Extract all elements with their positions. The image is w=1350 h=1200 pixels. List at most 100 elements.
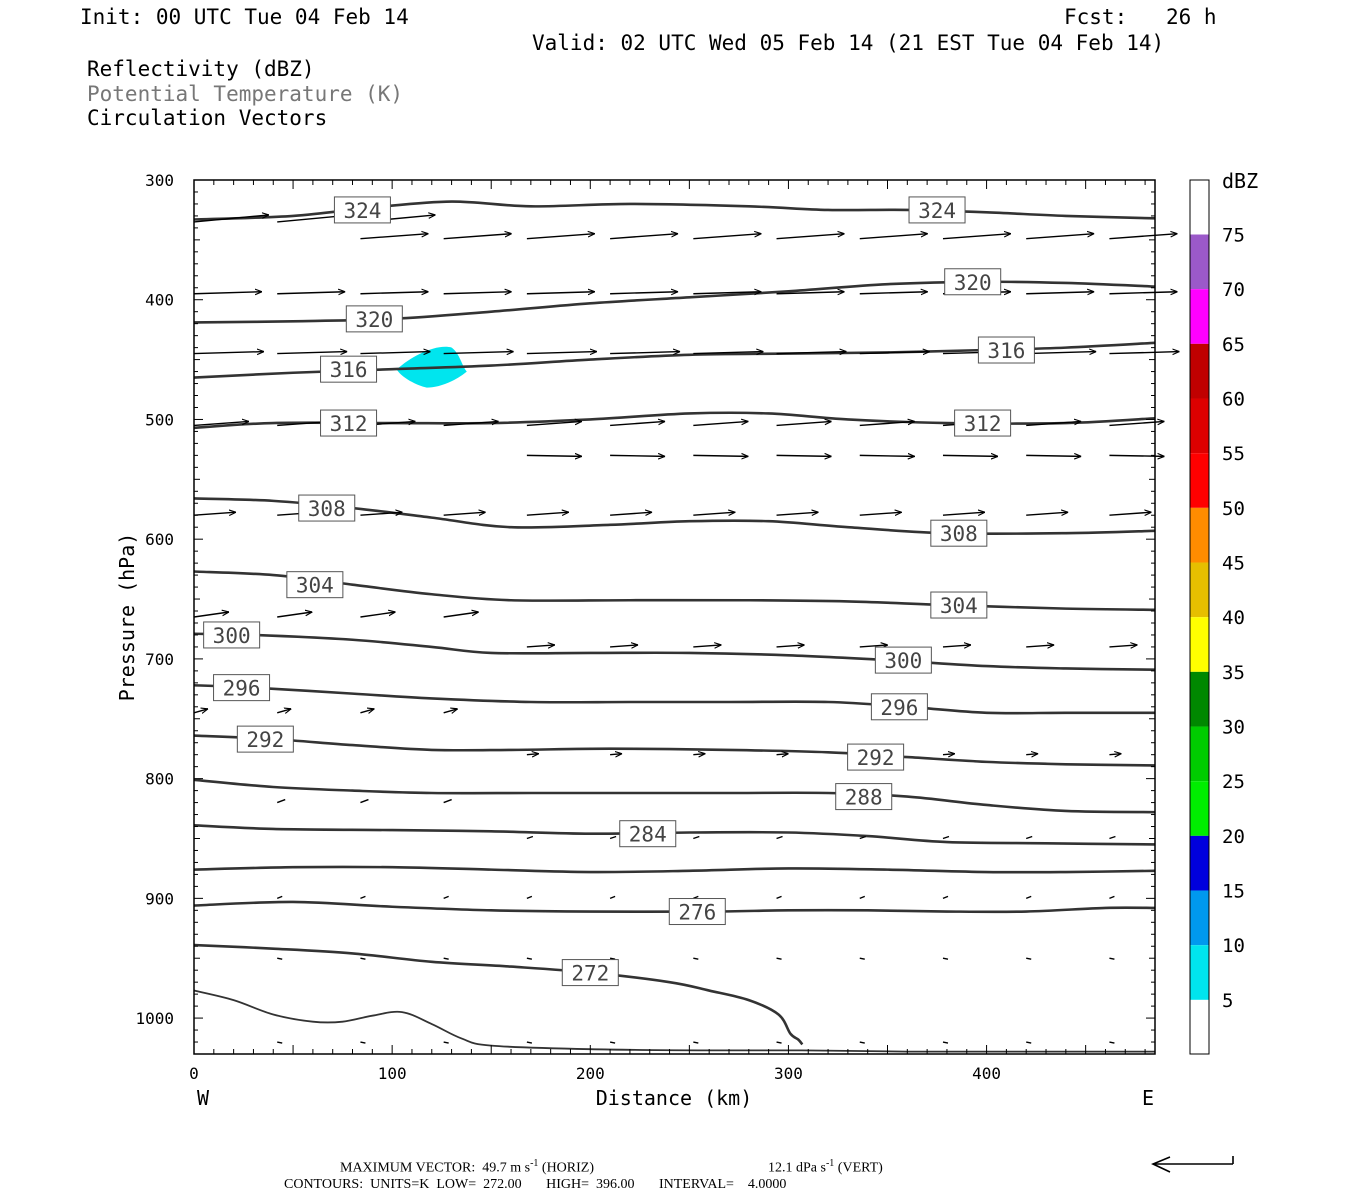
isentrope-292 — [193, 734, 1156, 767]
circulation-vector — [1109, 234, 1177, 240]
circulation-vector — [443, 234, 512, 240]
contour-label: 320 — [355, 308, 393, 332]
colorbar-tick-label: 15 — [1222, 881, 1245, 903]
circulation-vector — [360, 895, 366, 900]
contour-label: 320 — [954, 271, 992, 295]
contour-label-box — [944, 268, 1002, 296]
contour-label-box — [847, 743, 905, 771]
circulation-vector — [610, 455, 665, 456]
colorbar-box — [1190, 453, 1209, 508]
isentrope-296 — [193, 683, 1155, 715]
colorbar-box — [1190, 398, 1209, 454]
circulation-vector — [360, 798, 369, 804]
contour-label: 288 — [845, 786, 883, 810]
isentrope-300 — [193, 632, 1156, 671]
isentrope-272 — [193, 943, 804, 1046]
circulation-vector — [526, 421, 582, 427]
circulation-vector — [693, 421, 748, 427]
reference-vector-icon — [1151, 1156, 1234, 1173]
colorbar-tick-label: 75 — [1222, 225, 1245, 247]
circulation-vector — [526, 754, 539, 755]
colorbar-tick-label: 65 — [1222, 334, 1245, 356]
circulation-vector — [776, 645, 805, 647]
circulation-vector — [526, 957, 533, 960]
circulation-vector — [193, 292, 262, 294]
circulation-vector — [859, 352, 930, 354]
circulation-vector — [776, 957, 782, 960]
circulation-vector — [610, 645, 638, 647]
colorbar-tick-label: 20 — [1222, 826, 1245, 848]
circulation-vector — [609, 835, 617, 840]
colorbar-box — [1190, 507, 1209, 563]
colorbar-box — [1190, 835, 1209, 891]
circulation-vector — [776, 1041, 782, 1044]
contour-label: 308 — [940, 522, 978, 546]
circulation-vector — [942, 234, 1011, 240]
footer-max-vector-vert: 12.1 dPa s-1 (VERT) — [768, 1158, 883, 1176]
colorbar-frame — [1189, 179, 1210, 1055]
contour-label-box — [835, 783, 893, 811]
circulation-vector — [859, 957, 865, 960]
circulation-vector — [443, 957, 449, 960]
circulation-vector — [1026, 754, 1038, 755]
colorbar-box — [1190, 562, 1209, 618]
circulation-vector — [776, 292, 845, 294]
circulation-vector — [693, 1041, 699, 1044]
colorbar-tick-label: 70 — [1222, 279, 1245, 301]
circulation-vector — [276, 895, 283, 900]
isentrope-320 — [193, 280, 1156, 324]
circulation-vector — [443, 1041, 449, 1044]
circulation-vector — [360, 612, 395, 618]
circulation-vector — [526, 292, 595, 294]
contour-label-box — [930, 591, 988, 619]
colorbar-box — [1190, 289, 1209, 344]
circulation-vector — [443, 798, 452, 804]
x-tick-label: 200 — [576, 1064, 605, 1083]
circulation-vector — [859, 421, 915, 427]
circulation-vector — [1109, 957, 1115, 960]
circulation-vector — [193, 215, 269, 223]
circulation-vector — [942, 754, 955, 755]
circulation-vector — [1026, 1041, 1032, 1044]
circulation-vector — [1109, 754, 1121, 755]
circulation-vector — [443, 292, 512, 294]
isentrope-surface — [193, 989, 1155, 1053]
y-tick-label: 700 — [145, 650, 174, 669]
circulation-vector — [277, 709, 291, 713]
colorbar-tick-label: 60 — [1222, 389, 1245, 411]
circulation-vector — [1109, 292, 1177, 294]
colorbar-tick-label: 35 — [1222, 662, 1245, 684]
circulation-vector — [360, 292, 428, 294]
field-potential-temperature: Potential Temperature (K) — [87, 82, 404, 106]
contour-label-box — [320, 409, 378, 437]
circulation-vector — [526, 835, 534, 840]
circulation-vector — [776, 421, 832, 427]
contour-label: 316 — [987, 339, 1025, 363]
circulation-vector — [193, 709, 208, 713]
contour-label-box — [203, 621, 261, 649]
circulation-vector — [609, 895, 616, 900]
colorbar-box — [1190, 234, 1209, 290]
colorbar-tick-label: 10 — [1222, 935, 1245, 957]
circulation-vector — [693, 645, 721, 647]
circulation-vector — [526, 1041, 533, 1044]
contour-label: 292 — [857, 746, 895, 770]
contour-label: 312 — [964, 412, 1002, 436]
circulation-vector — [1026, 512, 1068, 515]
contour-label-box — [298, 494, 356, 522]
circulation-vector — [776, 754, 789, 755]
contour-label-box — [236, 725, 294, 753]
circulation-vector — [693, 292, 761, 294]
colorbar-box — [1190, 726, 1209, 782]
contour-label-box — [561, 959, 619, 987]
colorbar-tick-label: 45 — [1222, 553, 1245, 575]
circulation-vector — [776, 835, 783, 840]
max-vector-vert-unit: (VERT) — [837, 1160, 883, 1176]
x-axis-label: Distance (km) — [596, 1086, 753, 1110]
isentrope-280 — [193, 865, 1156, 874]
circulation-vector — [360, 512, 402, 515]
circulation-vector — [1109, 835, 1116, 840]
circulation-vector — [942, 895, 949, 900]
circulation-vector — [942, 835, 950, 840]
